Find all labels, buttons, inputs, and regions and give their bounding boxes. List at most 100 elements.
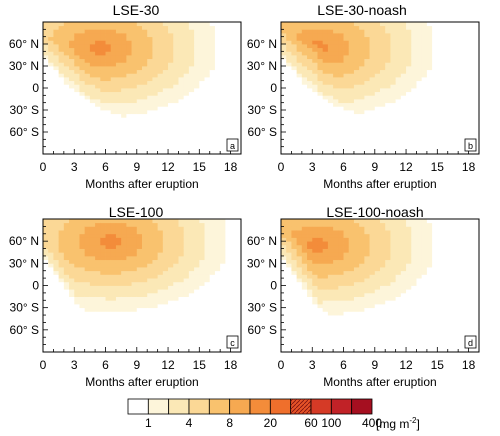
heatmap-cell xyxy=(395,124,402,129)
heatmap-cell xyxy=(359,348,365,353)
heatmap-cell xyxy=(338,124,344,129)
heatmap-cell xyxy=(199,84,205,89)
heatmap-cell xyxy=(126,337,132,342)
heatmap-cell xyxy=(452,95,459,100)
heatmap-cell xyxy=(359,150,365,155)
heatmap-cell xyxy=(152,244,159,249)
heatmap-cell xyxy=(48,270,54,275)
heatmap-cell xyxy=(115,344,122,349)
heatmap-cell xyxy=(95,117,101,122)
heatmap-cell xyxy=(209,233,216,238)
heatmap-cell xyxy=(147,47,153,52)
heatmap-cell xyxy=(281,340,287,346)
heatmap-cell xyxy=(95,135,101,140)
heatmap-cell xyxy=(343,102,350,107)
heatmap-cell xyxy=(286,84,292,89)
heatmap-cell xyxy=(359,329,365,334)
heatmap-cell xyxy=(204,121,211,126)
heatmap-cell xyxy=(199,95,205,100)
heatmap-cell xyxy=(359,233,365,238)
heatmap-cell xyxy=(230,55,237,60)
heatmap-cell xyxy=(43,47,49,52)
heatmap-cell xyxy=(333,329,339,334)
heatmap-cell xyxy=(136,62,143,67)
heatmap-cell xyxy=(458,84,464,89)
heatmap-cell xyxy=(338,311,344,316)
heatmap-cell xyxy=(369,267,376,272)
heatmap-cell xyxy=(452,55,459,60)
heatmap-cell xyxy=(338,252,344,257)
heatmap-cell xyxy=(235,124,242,129)
heatmap-cell xyxy=(235,95,242,100)
heatmap-cell xyxy=(281,95,287,100)
heatmap-cell xyxy=(162,344,169,349)
heatmap-cell xyxy=(343,121,350,126)
heatmap-cell xyxy=(296,219,303,224)
heatmap-cell xyxy=(286,29,292,34)
heatmap-cell xyxy=(286,248,292,253)
heatmap-cell xyxy=(463,62,469,67)
heatmap-cell xyxy=(100,322,106,327)
heatmap-cell xyxy=(307,315,313,320)
heatmap-cell xyxy=(63,106,70,111)
heatmap-cell xyxy=(69,77,75,82)
heatmap-cell xyxy=(421,99,428,104)
heatmap-cell xyxy=(374,25,381,30)
heatmap-cell xyxy=(157,29,164,34)
heatmap-cell xyxy=(369,237,376,242)
heatmap-cell xyxy=(353,91,360,96)
heatmap-cell xyxy=(183,267,190,272)
heatmap-cell xyxy=(110,322,117,327)
heatmap-cell xyxy=(69,285,75,290)
heatmap-cell xyxy=(63,340,70,346)
heatmap-cell xyxy=(43,270,49,275)
heatmap-cell xyxy=(220,318,226,323)
heatmap-cell xyxy=(374,22,381,27)
heatmap-cell xyxy=(84,270,91,275)
heatmap-cell xyxy=(369,329,376,334)
heatmap-cell xyxy=(110,296,117,301)
heatmap-cell xyxy=(369,44,376,49)
heatmap-cell xyxy=(121,307,127,312)
heatmap-cell xyxy=(95,80,101,85)
heatmap-cell xyxy=(188,311,195,316)
heatmap-cell xyxy=(312,241,318,246)
heatmap-cell xyxy=(121,58,127,63)
heatmap-cell xyxy=(84,263,91,268)
heatmap-cell xyxy=(317,322,324,327)
heatmap-cell xyxy=(74,292,80,297)
heatmap-cell xyxy=(157,333,164,338)
heatmap-cell xyxy=(380,132,386,137)
heatmap-cell xyxy=(126,132,132,137)
heatmap-cell xyxy=(369,322,376,327)
heatmap-cell xyxy=(220,337,226,342)
heatmap-cell xyxy=(157,344,164,349)
heatmap-cell xyxy=(214,106,221,111)
heatmap-cell xyxy=(291,47,298,52)
heatmap-cell xyxy=(168,40,174,45)
heatmap-cell xyxy=(168,285,174,290)
heatmap-cell xyxy=(364,33,370,38)
heatmap-cell xyxy=(188,274,195,279)
heatmap-cell xyxy=(220,146,226,151)
heatmap-cell xyxy=(209,307,216,312)
heatmap-cell xyxy=(142,241,148,246)
heatmap-cell xyxy=(230,270,237,275)
heatmap-cell xyxy=(235,244,242,249)
heatmap-cell xyxy=(364,55,370,60)
heatmap-cell xyxy=(110,222,117,227)
heatmap-cell xyxy=(152,303,159,309)
heatmap-cell xyxy=(296,274,303,279)
heatmap-cell xyxy=(317,62,324,67)
heatmap-cell xyxy=(307,326,313,331)
heatmap-cell xyxy=(432,139,438,144)
heatmap-cell xyxy=(121,47,127,52)
heatmap-cell xyxy=(53,88,60,93)
heatmap-cell xyxy=(307,340,313,346)
heatmap-cell xyxy=(63,222,70,227)
heatmap-cell xyxy=(100,91,106,96)
heatmap-cell xyxy=(162,150,169,155)
heatmap-cell xyxy=(79,222,86,227)
heatmap-cell xyxy=(400,58,407,63)
heatmap-cell xyxy=(390,58,397,63)
